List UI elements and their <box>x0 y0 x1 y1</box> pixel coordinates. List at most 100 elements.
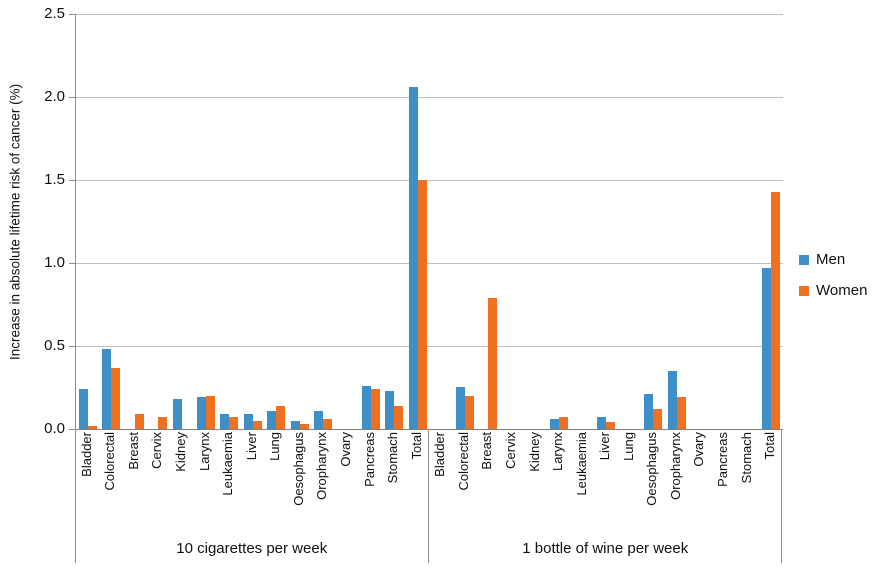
category-slot-leukaemia <box>571 14 595 429</box>
category-slot-stomach <box>736 14 760 429</box>
category-label-slot: Pancreas <box>358 432 382 538</box>
category-label: Oropharynx <box>667 432 683 500</box>
category-slot-larynx <box>194 14 218 429</box>
category-slot-lung <box>618 14 642 429</box>
category-slot-liver <box>241 14 265 429</box>
category-slot-oesophagus <box>288 14 312 429</box>
category-slot-colorectal <box>453 14 477 429</box>
y-tick-label: 2.0 <box>44 88 65 105</box>
bar-men-larynx <box>550 419 560 429</box>
bar-men-total <box>408 87 418 429</box>
legend-item-men: Men <box>799 251 867 268</box>
category-label: Pancreas <box>361 432 377 487</box>
category-label: Liver <box>597 432 613 461</box>
category-slot-kidney <box>170 14 194 429</box>
category-label: Ovary <box>337 432 353 467</box>
bar-men-pancreas <box>361 386 371 429</box>
category-label-slot: Liver <box>593 432 617 538</box>
category-label-slot: Leukaemia <box>216 432 240 538</box>
bar-men-larynx <box>196 397 206 429</box>
category-label: Oropharynx <box>314 432 330 500</box>
category-slot-larynx <box>547 14 571 429</box>
bar-men-oropharynx <box>314 411 324 429</box>
bar-women-colorectal <box>111 368 121 429</box>
category-label-slot: Larynx <box>546 432 570 538</box>
category-label-slot: Breast <box>476 432 500 538</box>
category-slot-ovary <box>335 14 359 429</box>
category-label: Lung <box>620 432 636 461</box>
men-color-swatch-icon <box>799 254 809 265</box>
bar-men-oropharynx <box>667 371 677 429</box>
bar-women-bladder <box>87 426 97 429</box>
bar-women-oropharynx <box>676 397 686 429</box>
bar-men-liver <box>243 414 253 429</box>
category-slot-colorectal <box>100 14 124 429</box>
y-tick-mark <box>69 14 75 15</box>
category-label: Cervix <box>149 432 165 469</box>
bar-women-total <box>417 180 427 429</box>
legend-label-men: Men <box>816 251 846 268</box>
category-slot-cervix <box>500 14 524 429</box>
category-label: Cervix <box>502 432 518 469</box>
category-label: Breast <box>125 432 141 470</box>
category-slot-breast <box>123 14 147 429</box>
y-tick-mark <box>69 180 75 181</box>
category-slot-total <box>759 14 783 429</box>
y-tick-mark <box>69 346 75 347</box>
category-label-slot: Cervix <box>499 432 523 538</box>
category-label: Liver <box>243 432 259 461</box>
bar-men-liver <box>597 417 607 429</box>
category-slot-bladder <box>76 14 100 429</box>
category-label: Breast <box>479 432 495 470</box>
category-label: Bladder <box>432 432 448 477</box>
category-label-slot: Oesophagus <box>641 432 665 538</box>
category-label-slot: Breast <box>122 432 146 538</box>
category-label: Larynx <box>196 432 212 472</box>
category-label-slot: Ovary <box>688 432 712 538</box>
category-label-slot: Colorectal <box>99 432 123 538</box>
category-label: Total <box>762 432 778 460</box>
category-label: Bladder <box>78 432 94 477</box>
gridline <box>76 97 783 98</box>
bar-men-oesophagus <box>290 421 300 429</box>
category-label: Leukaemia <box>573 432 589 496</box>
category-label: Pancreas <box>715 432 731 487</box>
legend: Men Women <box>799 251 867 313</box>
bar-women-larynx <box>559 417 569 429</box>
category-slot-breast <box>477 14 501 429</box>
category-label-slot: Bladder <box>429 432 453 538</box>
bar-women-liver <box>252 421 262 429</box>
category-label-slot: Stomach <box>735 432 759 538</box>
gridline <box>76 180 783 181</box>
bar-women-stomach <box>394 406 404 429</box>
legend-item-women: Women <box>799 282 867 299</box>
bar-women-colorectal <box>464 396 474 429</box>
category-slot-oropharynx <box>312 14 336 429</box>
category-slot-liver <box>594 14 618 429</box>
bar-group-cigarettes <box>76 14 430 429</box>
bar-men-colorectal <box>455 387 465 429</box>
bar-women-leukaemia <box>229 417 239 429</box>
y-tick-mark <box>69 429 75 430</box>
category-label: Ovary <box>691 432 707 467</box>
bar-women-breast <box>488 298 498 429</box>
y-axis-title: Increase in absolute lifetime risk of ca… <box>7 83 23 360</box>
category-slot-kidney <box>524 14 548 429</box>
bar-group-wine <box>430 14 784 429</box>
category-label-slot: Lung <box>617 432 641 538</box>
y-tick-label: 0.0 <box>44 420 65 437</box>
category-label: Oesophagus <box>290 432 306 506</box>
category-label: Total <box>408 432 424 460</box>
axis-bracket-left <box>75 429 76 563</box>
category-label-slot: Kidney <box>523 432 547 538</box>
category-label-group: Bladder Colorectal Breast Cervix Kidney Laryn… <box>75 432 429 538</box>
y-tick-mark <box>69 97 75 98</box>
bar-men-colorectal <box>102 349 112 429</box>
category-label: Stomach <box>738 432 754 484</box>
category-slot-oropharynx <box>665 14 689 429</box>
y-tick-label: 1.0 <box>44 254 65 271</box>
bar-women-cervix <box>158 417 168 429</box>
category-label-slot: Oropharynx <box>311 432 335 538</box>
bar-men-leukaemia <box>220 414 230 429</box>
